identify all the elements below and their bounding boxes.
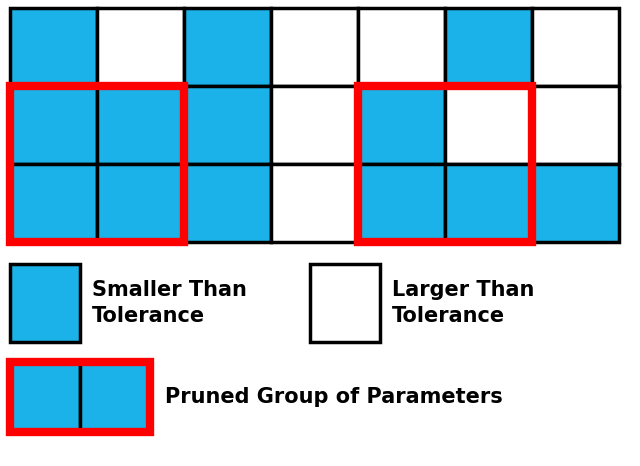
Bar (10, 164, 97, 242)
Bar (184, 86, 271, 164)
Text: Larger Than
Tolerance: Larger Than Tolerance (392, 280, 534, 326)
Text: Smaller Than
Tolerance: Smaller Than Tolerance (92, 280, 247, 326)
Bar (97, 164, 184, 242)
Bar (271, 164, 358, 242)
Bar (532, 86, 619, 164)
Text: Pruned Group of Parameters: Pruned Group of Parameters (165, 387, 503, 407)
Bar (10, 86, 97, 164)
Bar (10, 362, 80, 432)
Bar (358, 86, 445, 164)
Bar (358, 8, 445, 86)
Bar (445, 164, 532, 242)
Bar (271, 86, 358, 164)
Bar (97, 8, 184, 86)
Bar (445, 8, 532, 86)
Bar (10, 264, 80, 342)
Bar (184, 8, 271, 86)
Bar (445, 86, 532, 164)
Bar (358, 164, 445, 242)
Bar (310, 264, 380, 342)
Bar (184, 164, 271, 242)
Bar (10, 86, 184, 242)
Bar (532, 8, 619, 86)
Bar (10, 8, 97, 86)
Bar (80, 362, 150, 432)
Bar (532, 164, 619, 242)
Bar (97, 86, 184, 164)
Bar (271, 8, 358, 86)
Bar (358, 86, 532, 242)
Bar (10, 362, 150, 432)
